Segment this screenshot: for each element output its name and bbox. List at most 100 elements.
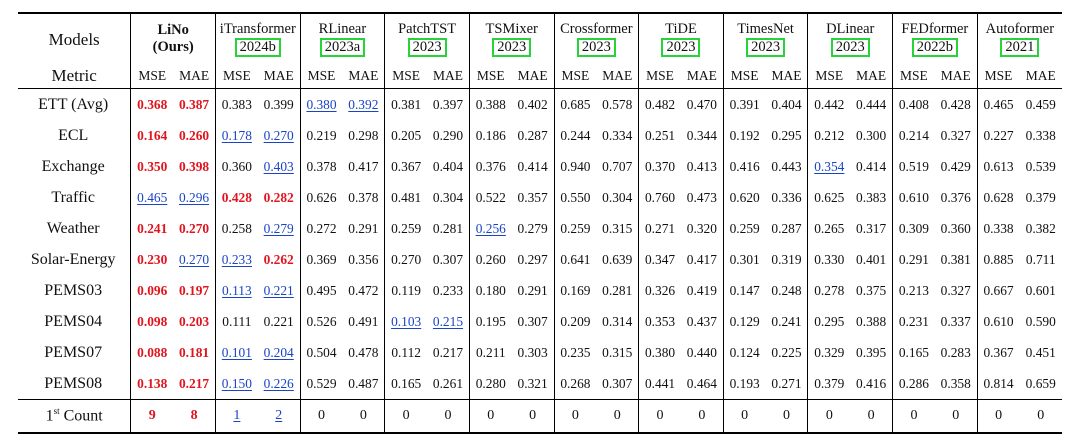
mae-value-cell: 0.358 [935,368,977,400]
mse-label: MSE [392,68,421,83]
metric-value: 0.301 [729,251,760,267]
mse-value-cell: 0.165 [892,337,935,368]
metric-value: 0.315 [602,220,633,236]
mae-value-cell: 0.403 [258,151,300,182]
metric-value: 0.441 [644,375,676,391]
mse-value-cell: 0.628 [976,182,1020,213]
mse-value-cell: 0.150 [214,368,258,400]
metric-value: 0.225 [771,344,802,360]
metric-value: 0.279 [263,220,294,236]
metric-value: 0.124 [729,344,760,360]
mse-value-cell: 0.465 [130,182,174,213]
metric-value: 0.180 [475,282,506,298]
metric-value: 0.613 [983,158,1014,174]
count-value: 0 [867,408,875,423]
mse-value-cell: 0.330 [807,244,851,275]
metric-value: 0.233 [221,251,252,267]
count-value-cell: 8 [173,399,216,434]
mae-value-cell: 0.317 [850,213,892,244]
mae-value-cell: 0.398 [173,151,215,182]
mse-value-cell: 0.442 [807,88,851,120]
mse-value-cell: 0.378 [299,151,343,182]
mae-value-cell: 0.271 [766,368,808,400]
metric-value: 0.197 [178,282,210,298]
metric-value: 0.098 [137,313,168,329]
table-row: ETT (Avg) 0.368 0.387 0.383 0.399 0.380 0.392 0… [18,88,1062,120]
metric-value: 0.265 [814,220,845,236]
count-label-num: 1 [45,407,54,425]
mae-label: MAE [432,68,463,83]
metric-value: 0.625 [814,189,845,205]
metric-value: 0.428 [221,189,252,205]
metric-value: 0.382 [1025,220,1056,236]
mae-value-cell: 0.221 [258,306,300,337]
count-label-sup: st [53,406,60,417]
metric-value: 0.495 [306,282,337,298]
mae-value-cell: 0.303 [512,337,554,368]
metric-value: 0.279 [517,220,548,236]
metric-value: 0.286 [898,375,929,391]
metric-value: 0.296 [178,189,210,205]
metric-value: 0.378 [348,189,379,205]
dataset-name: PEMS04 [18,306,131,337]
metric-value: 0.473 [686,189,717,205]
mse-value-cell: 0.195 [468,306,512,337]
mse-label: MSE [138,68,167,83]
mse-value-cell: 0.103 [384,306,428,337]
count-value-cell: 0 [765,399,808,434]
metric-value: 0.381 [940,251,971,267]
metric-value: 0.388 [856,313,887,329]
header-row: Models LiNo (Ours) iTransformer 2024b RLinear… [18,12,1062,64]
metric-value: 0.248 [771,282,802,298]
mse-value-cell: 0.309 [892,213,935,244]
mse-label: MSE [984,68,1013,83]
count-value-cell: 0 [638,399,681,434]
metric-value: 0.103 [391,313,422,329]
metric-value: 0.465 [983,96,1014,112]
metric-value: 0.221 [263,282,294,298]
mae-value-cell: 0.478 [342,337,384,368]
metric-label: Metric [51,66,97,85]
mae-value-cell: 0.659 [1019,368,1062,400]
model-sub-wrap: 2023 [809,38,892,57]
metric-value: 0.321 [517,375,548,391]
mae-value-cell: 0.307 [512,306,554,337]
mse-value-cell: 0.885 [976,244,1020,275]
metric-value: 0.481 [391,189,422,205]
mse-value-cell: 0.376 [468,151,512,182]
count-value-cell: 0 [934,399,978,434]
metric-value: 0.213 [898,282,929,298]
mae-value-cell: 0.221 [258,275,300,306]
mae-value-cell: 0.404 [427,151,469,182]
metric-value: 0.380 [306,96,337,112]
metric-value: 0.391 [729,96,760,112]
model-year-citation: 2022b [911,38,958,57]
metric-value: 0.291 [517,282,548,298]
model-name: TimesNet [737,21,794,37]
dataset-label: PEMS04 [44,312,103,330]
metric-value: 0.112 [391,344,421,360]
mse-header: MSE [638,64,681,89]
mse-value-cell: 0.259 [722,213,766,244]
metric-value: 0.203 [178,313,210,329]
mae-value-cell: 0.281 [596,275,638,306]
metric-value: 0.314 [602,313,633,329]
count-value-cell: 0 [722,399,766,434]
metric-value: 0.221 [263,313,294,329]
count-value-cell: 0 [511,399,555,434]
mae-value-cell: 0.320 [681,213,723,244]
metric-value: 0.261 [432,375,464,391]
mse-value-cell: 0.380 [299,88,343,120]
mse-label: MSE [307,68,336,83]
dataset-name: ECL [18,120,131,151]
mae-value-cell: 0.295 [766,120,808,151]
dataset-label: Traffic [51,188,95,206]
metric-value: 0.244 [560,127,591,143]
mae-value-cell: 0.321 [512,368,554,400]
mae-value-cell: 0.204 [258,337,300,368]
metric-value: 0.519 [898,158,929,174]
mse-value-cell: 0.441 [638,368,681,400]
mse-value-cell: 0.258 [214,213,258,244]
mae-value-cell: 0.356 [342,244,384,275]
mae-header: MAE [850,64,893,89]
